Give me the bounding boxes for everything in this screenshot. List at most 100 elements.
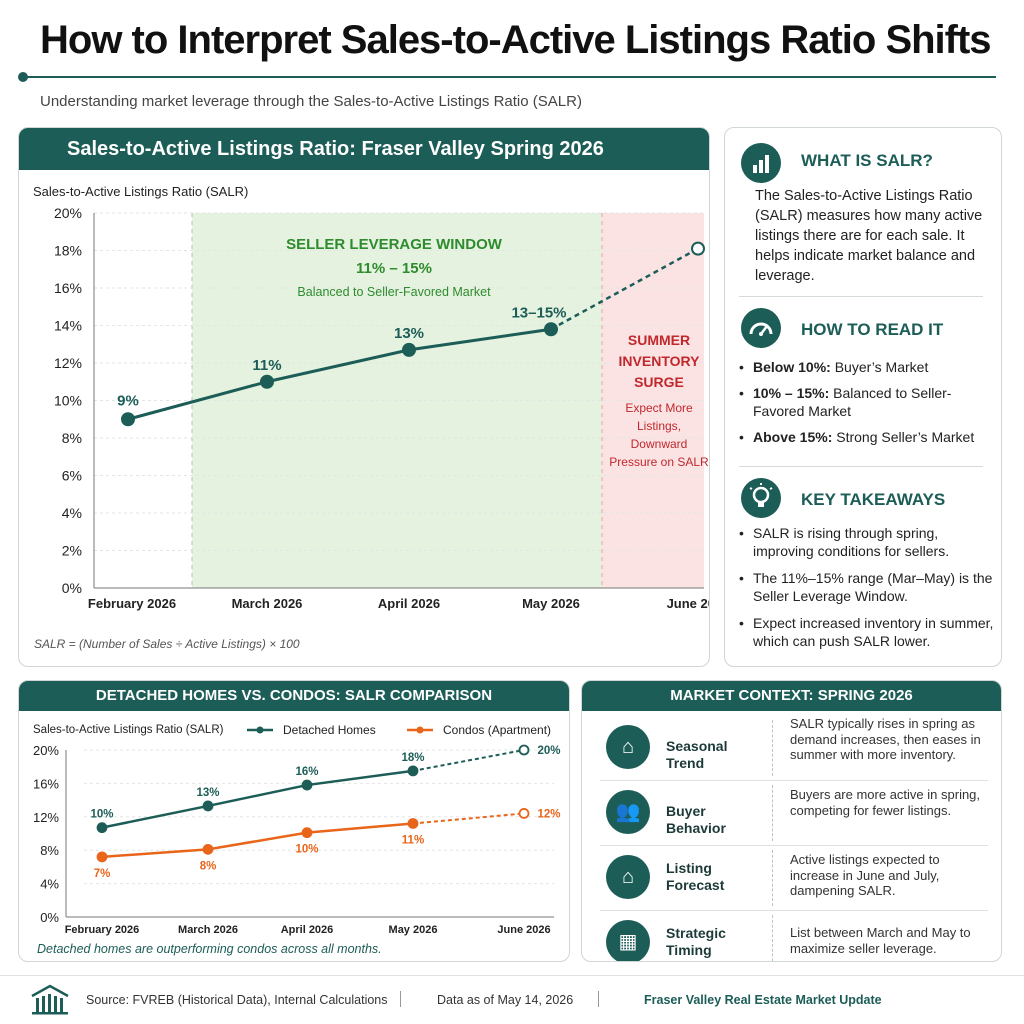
detached-point-label: 18% [401, 752, 424, 764]
context-label: Strategic Timing [666, 925, 726, 958]
side-divider [739, 466, 983, 467]
y-axis-label: Sales-to-Active Listings Ratio (SALR) [33, 724, 224, 736]
y-tick-label: 4% [40, 877, 59, 892]
x-tick-label: February 2026 [65, 924, 140, 936]
y-tick-label: 6% [62, 468, 82, 484]
read-item: Above 15%: Strong Seller’s Market [739, 428, 995, 446]
footer: Source: FVREB (Historical Data), Interna… [0, 975, 1024, 1024]
seller-window-range: 11% – 15% [356, 260, 432, 277]
read-item: 10% – 15%: Balanced to Seller-Favored Ma… [739, 384, 995, 420]
y-axis-label: Sales-to-Active Listings Ratio (SALR) [33, 184, 248, 199]
salr-line [127, 327, 552, 421]
comparison-chart-card: DETACHED HOMES VS. CONDOS: SALR COMPARIS… [18, 680, 570, 962]
y-tick-label: 18% [54, 243, 82, 259]
gauge-icon [741, 308, 781, 348]
context-row: ⌂ Listing Forecast Active listings expecte… [582, 846, 1001, 910]
context-separator [772, 720, 773, 776]
detached-point-label: 10% [90, 809, 113, 821]
footer-separator [400, 991, 401, 1007]
lightbulb-icon [741, 478, 781, 518]
how-to-read-list: Below 10%: Buyer’s Market10% – 15%: Bala… [739, 358, 995, 454]
detached-projected-line [412, 749, 525, 772]
context-label: Listing Forecast [666, 860, 725, 893]
condo-line [101, 822, 414, 859]
y-tick-label: 0% [62, 580, 82, 596]
salr-point-label: 9% [117, 392, 139, 409]
surge-title-line: SUMMER [628, 332, 690, 348]
footer-brand: Fraser Valley Real Estate Market Update [644, 993, 882, 1007]
surge-description-line: Listings, [637, 419, 681, 433]
surge-description-line: Expect More [625, 401, 693, 415]
legend-marker [416, 726, 424, 734]
y-tick-label: 20% [54, 205, 82, 221]
context-divider [600, 845, 988, 846]
context-divider [600, 780, 988, 781]
y-tick-label: 20% [33, 743, 59, 758]
detached-point-label: 13% [196, 787, 219, 799]
context-separator [772, 850, 773, 906]
condo-point-label: 8% [200, 860, 217, 872]
x-tick-label: June 2026 [497, 924, 550, 936]
market-context-heading: MARKET CONTEXT: SPRING 2026 [582, 681, 1001, 711]
surge-title-line: INVENTORY [619, 353, 701, 369]
salr-point-label: 13% [394, 325, 424, 342]
house-plus-icon: ⌂ [606, 855, 650, 899]
salr-point [544, 322, 558, 337]
footer-source: Source: FVREB (Historical Data), Interna… [86, 993, 388, 1007]
y-tick-label: 12% [33, 810, 59, 825]
title-rule [20, 76, 996, 78]
condo-point-label: 10% [295, 844, 318, 856]
condo-point [301, 827, 313, 839]
y-tick-label: 4% [62, 505, 82, 521]
condo-point [96, 851, 108, 863]
detached-line [101, 769, 414, 829]
info-card: WHAT IS SALR? The Sales-to-Active Listin… [724, 127, 1002, 667]
condo-point [407, 818, 419, 829]
legend-label: Condos (Apartment) [443, 723, 551, 737]
main-chart-heading: Sales-to-Active Listings Ratio: Fraser V… [19, 128, 709, 170]
detached-point-label: 20% [537, 745, 560, 757]
condo-point [518, 808, 530, 819]
takeaway-item: SALR is rising through spring, improving… [739, 524, 995, 560]
salr-point-label: 11% [252, 357, 281, 374]
y-tick-label: 14% [54, 318, 82, 334]
x-tick-label: February 2026 [88, 596, 176, 611]
y-tick-label: 12% [54, 355, 82, 371]
salr-point [691, 241, 705, 256]
x-tick-label: April 2026 [378, 596, 440, 611]
detached-point [518, 744, 530, 756]
context-divider [600, 910, 988, 911]
condo-point-label: 11% [402, 834, 424, 846]
x-tick-label: March 2026 [232, 596, 303, 611]
detached-point [301, 779, 313, 791]
what-is-salr-title: WHAT IS SALR? [801, 151, 933, 170]
context-separator [772, 785, 773, 841]
surge-title-line: SURGE [634, 374, 684, 390]
read-item-range: Below 10%: [753, 359, 831, 375]
read-item-range: Above 15%: [753, 429, 833, 445]
side-divider [739, 296, 983, 297]
formula-note: SALR = (Number of Sales ÷ Active Listing… [34, 637, 300, 651]
comparison-note: Detached homes are outperforming condos … [37, 942, 382, 956]
surge-description-line: Downward [631, 437, 688, 451]
main-chart-svg: 0% 2% 4% 6% 8% 10% 12% 14% 16% 18% 20% Sales-to-Act… [33, 184, 709, 651]
x-tick-label: March 2026 [178, 924, 238, 936]
context-description: List between March and May to maximize s… [790, 925, 971, 956]
bar-chart-icon [741, 143, 781, 183]
footer-date: Data as of May 14, 2026 [437, 993, 574, 1007]
context-row: ⌂ Seasonal Trend SALR typically rises in s… [582, 716, 1001, 780]
comparison-chart-heading: DETACHED HOMES VS. CONDOS: SALR COMPARIS… [19, 681, 569, 711]
context-description: Active listings expected to increase in … [790, 852, 940, 898]
condo-point [202, 843, 214, 855]
salr-point [121, 412, 135, 427]
y-tick-label: 16% [33, 776, 59, 791]
y-tick-label: 0% [40, 910, 59, 925]
key-takeaways-title: KEY TAKEAWAYS [801, 490, 946, 509]
x-tick-label: April 2026 [281, 924, 334, 936]
legend-label: Detached Homes [283, 723, 376, 737]
x-tick-label: May 2026 [389, 924, 438, 936]
main-chart-card: Sales-to-Active Listings Ratio: Fraser V… [18, 127, 710, 667]
y-tick-label: 10% [54, 393, 82, 409]
comparison-chart-svg: 0% 4% 8% 12% 16% 20% Sales-to-Active Listings … [33, 723, 561, 956]
surge-description-line: Pressure on SALR [609, 455, 709, 469]
